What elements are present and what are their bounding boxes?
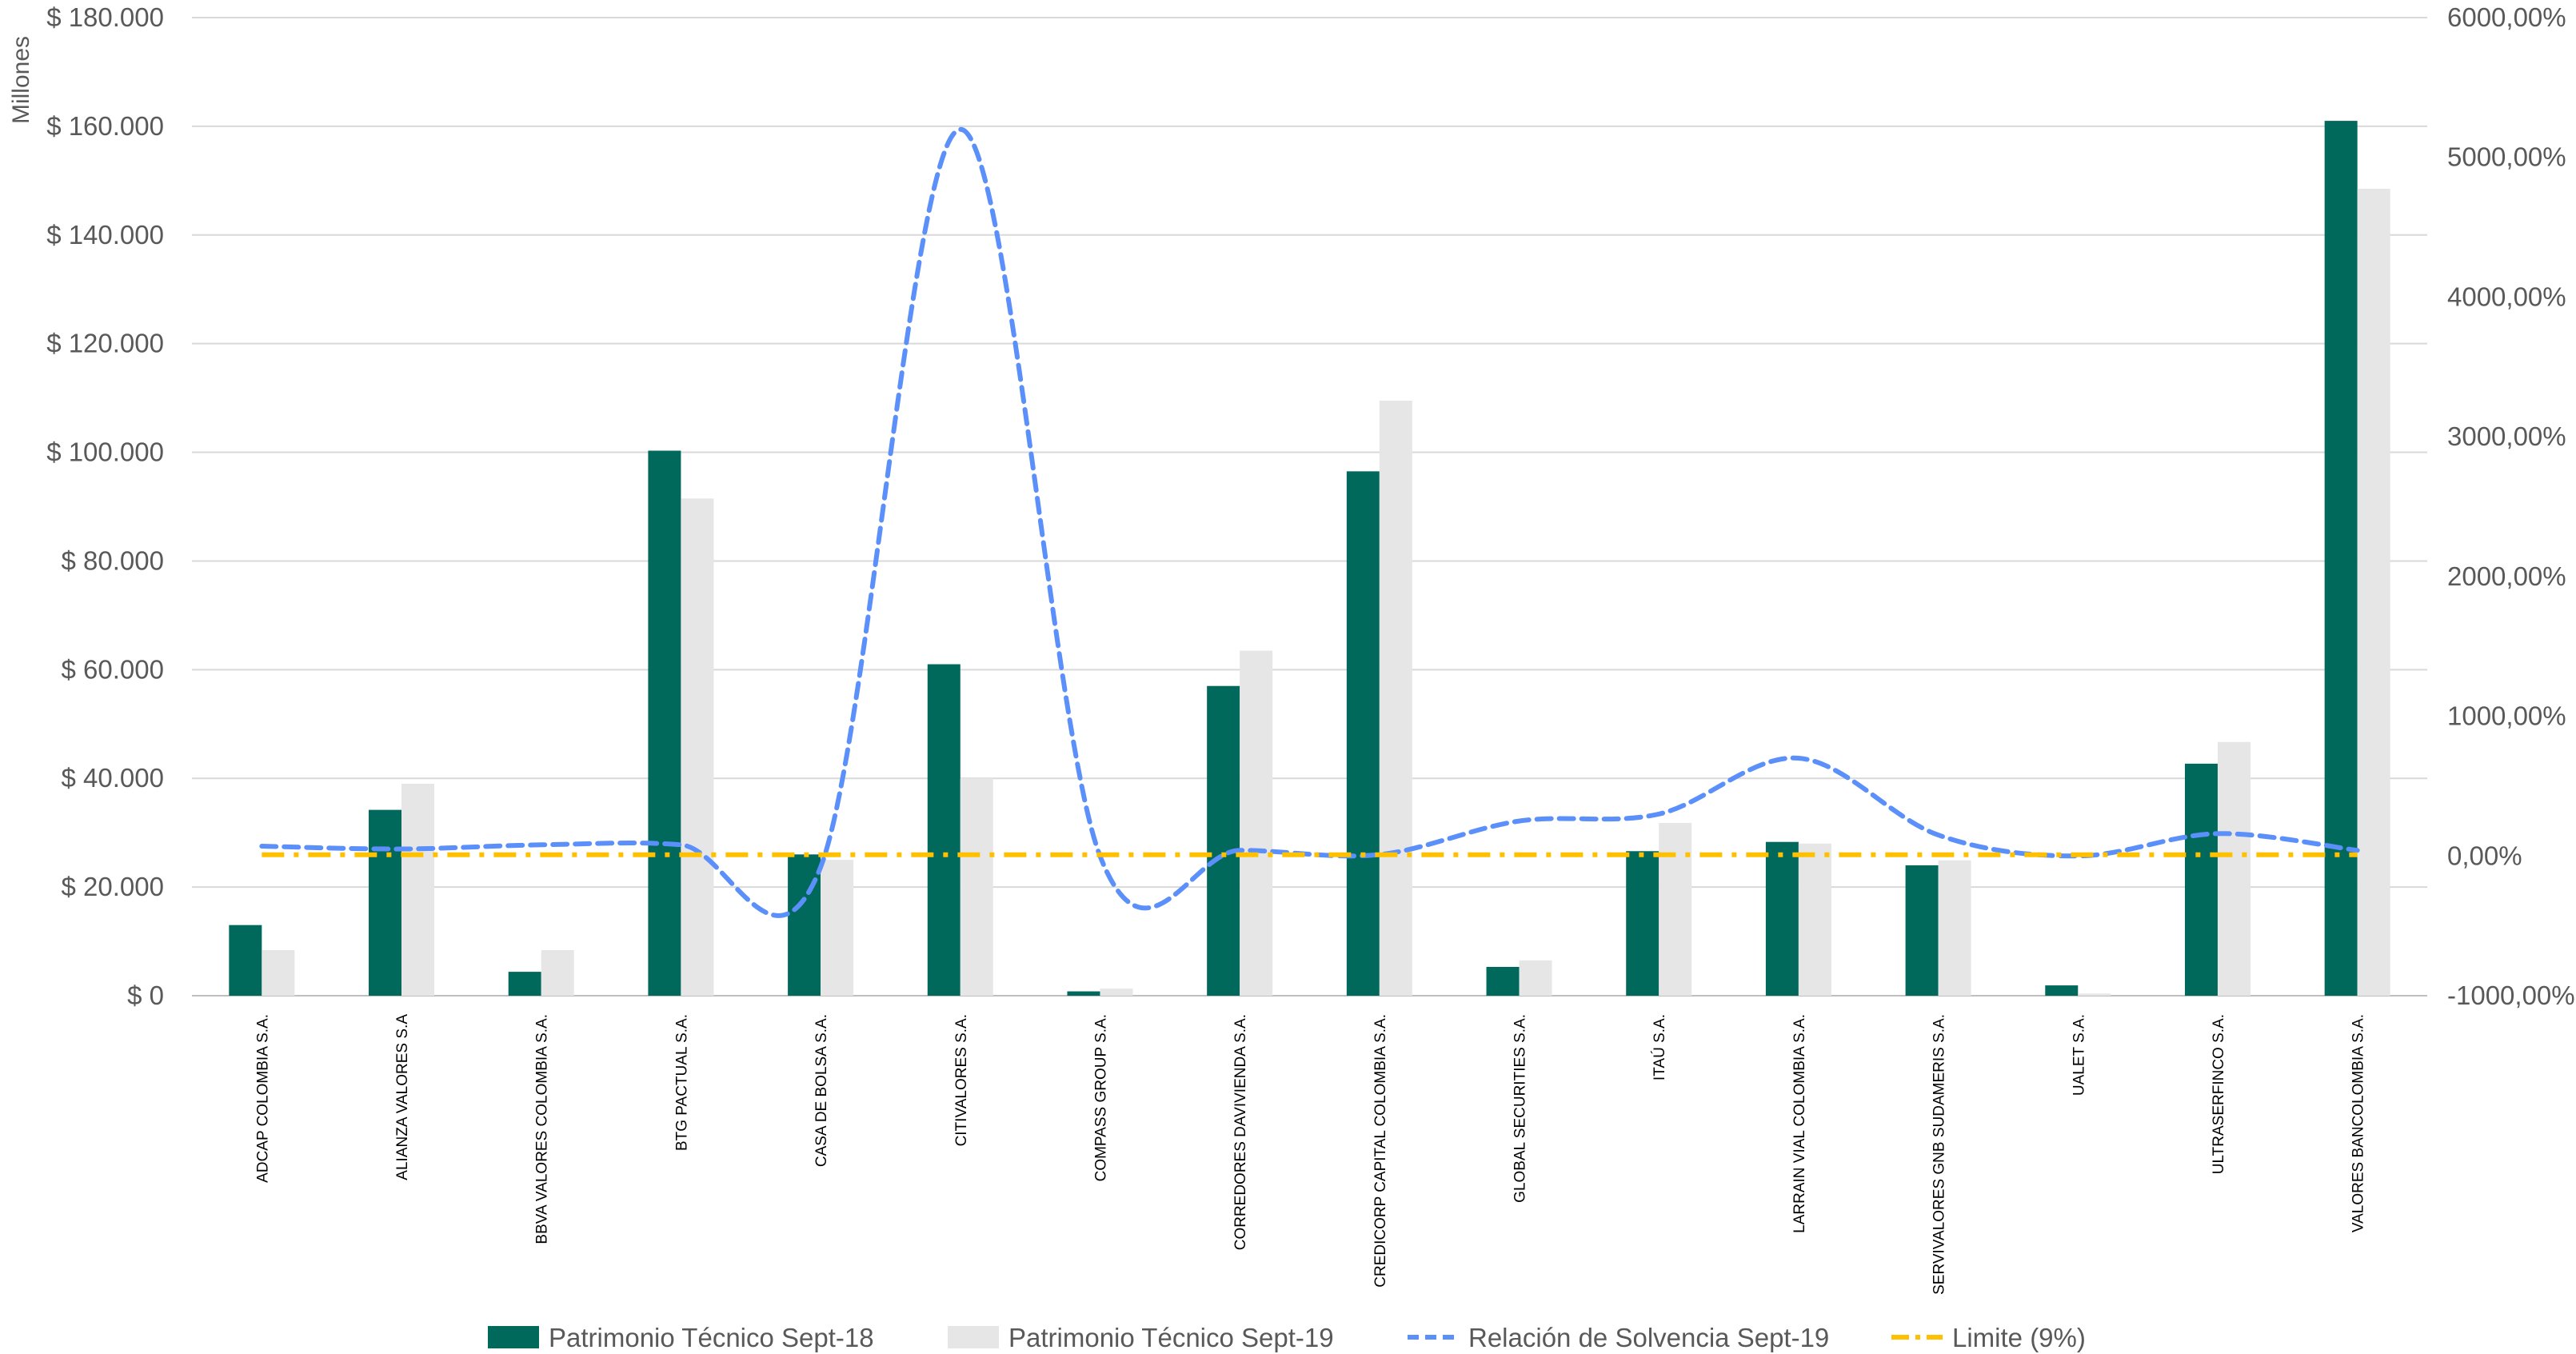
y-left-axis-label: Millones	[8, 36, 34, 124]
bar-sept19	[960, 778, 993, 996]
y-right-tick-label: 6000,00%	[2447, 2, 2566, 32]
bar-sept19	[1519, 960, 1552, 996]
bar-sept19	[1240, 650, 1273, 996]
bar-sept18	[2324, 121, 2358, 996]
x-category-label: COMPASS GROUP S.A.	[1092, 1014, 1109, 1181]
y-left-tick-label: $ 20.000	[62, 872, 164, 901]
x-category-label: GLOBAL SECURITIES S.A.	[1512, 1014, 1529, 1203]
x-category-label: VALORES BANCOLOMBIA S.A.	[2350, 1014, 2367, 1232]
y-left-tick-label: $ 160.000	[46, 111, 164, 141]
legend-label: Patrimonio Técnico Sept-18	[549, 1323, 874, 1352]
bar-sept19	[2078, 993, 2111, 996]
x-category-label: BTG PACTUAL S.A.	[673, 1014, 690, 1151]
bar-sept18	[1626, 851, 1659, 996]
y-left-tick-label: $ 0	[127, 981, 164, 1010]
bar-sept19	[681, 498, 714, 996]
y-right-tick-label: 4000,00%	[2447, 282, 2566, 311]
bar-sept19	[2357, 189, 2390, 996]
bar-sept19	[1659, 822, 1692, 996]
legend-swatch	[948, 1326, 999, 1348]
y-right-tick-label: 5000,00%	[2447, 142, 2566, 172]
bar-sept18	[2045, 985, 2079, 996]
x-category-label: BBVA VALORES COLOMBIA S.A.	[534, 1014, 551, 1244]
x-category-label: CITIVALORES S.A.	[953, 1014, 970, 1146]
x-category-label: LARRAIN VIAL COLOMBIA S.A.	[1791, 1014, 1808, 1233]
x-category-label: CASA DE BOLSA S.A.	[813, 1014, 830, 1167]
x-category-label: ITAÚ S.A.	[1651, 1014, 1668, 1080]
bar-sept18	[508, 972, 541, 996]
legend-label: Relación de Solvencia Sept-19	[1468, 1323, 1829, 1352]
x-category-label: SERVIVALORES GNB SUDAMERIS S.A.	[1931, 1014, 1948, 1295]
bar-sept19	[401, 784, 435, 996]
y-left-tick-label: $ 100.000	[46, 437, 164, 467]
x-category-label: ADCAP COLOMBIA S.A.	[254, 1014, 271, 1183]
bar-sept19	[1100, 989, 1133, 996]
y-right-tick-label: 1000,00%	[2447, 701, 2566, 731]
bar-sept18	[1067, 991, 1100, 996]
y-left-tick-label: $ 180.000	[46, 2, 164, 32]
y-right-tick-label: 0,00%	[2447, 841, 2522, 870]
bar-sept18	[2184, 763, 2218, 996]
x-category-label: CREDICORP CAPITAL COLOMBIA S.A.	[1372, 1014, 1389, 1288]
bar-sept18	[648, 450, 681, 996]
bar-sept19	[262, 949, 295, 996]
y-right-tick-label: 2000,00%	[2447, 561, 2566, 591]
bar-sept18	[1765, 841, 1799, 996]
bar-sept19	[2217, 741, 2251, 996]
y-right-tick-label: -1000,00%	[2447, 981, 2575, 1010]
bar-sept19	[821, 860, 854, 996]
bar-sept19	[1379, 401, 1412, 997]
x-category-label: ULTRASERFINCO S.A.	[2211, 1014, 2227, 1174]
legend-label: Limite (9%)	[1952, 1323, 2086, 1352]
y-left-tick-label: $ 60.000	[62, 654, 164, 684]
bar-sept19	[1938, 860, 1971, 996]
y-left-tick-label: $ 120.000	[46, 329, 164, 358]
x-category-label: CORREDORES DAVIVIENDA S.A.	[1232, 1014, 1249, 1250]
bar-sept18	[788, 854, 821, 996]
y-left-tick-label: $ 80.000	[62, 545, 164, 575]
y-right-tick-label: 3000,00%	[2447, 421, 2566, 451]
bar-sept18	[1486, 966, 1520, 996]
bar-sept18	[1346, 471, 1380, 996]
bar-sept19	[1798, 843, 1831, 996]
y-left-tick-label: $ 140.000	[46, 220, 164, 250]
y-left-tick-label: $ 40.000	[62, 763, 164, 793]
line-relacion-solvencia	[259, 126, 2360, 918]
legend-swatch	[488, 1326, 539, 1348]
x-category-label: ALIANZA VALORES S.A	[394, 1014, 411, 1180]
legend-label: Patrimonio Técnico Sept-19	[1008, 1323, 1334, 1352]
bar-sept18	[369, 809, 402, 996]
bar-sept18	[229, 925, 262, 996]
bar-sept18	[927, 664, 961, 996]
bar-sept18	[1207, 685, 1240, 996]
bar-sept18	[1905, 865, 1939, 996]
x-category-label: UALET S.A.	[2071, 1014, 2087, 1096]
bar-sept19	[541, 949, 574, 996]
